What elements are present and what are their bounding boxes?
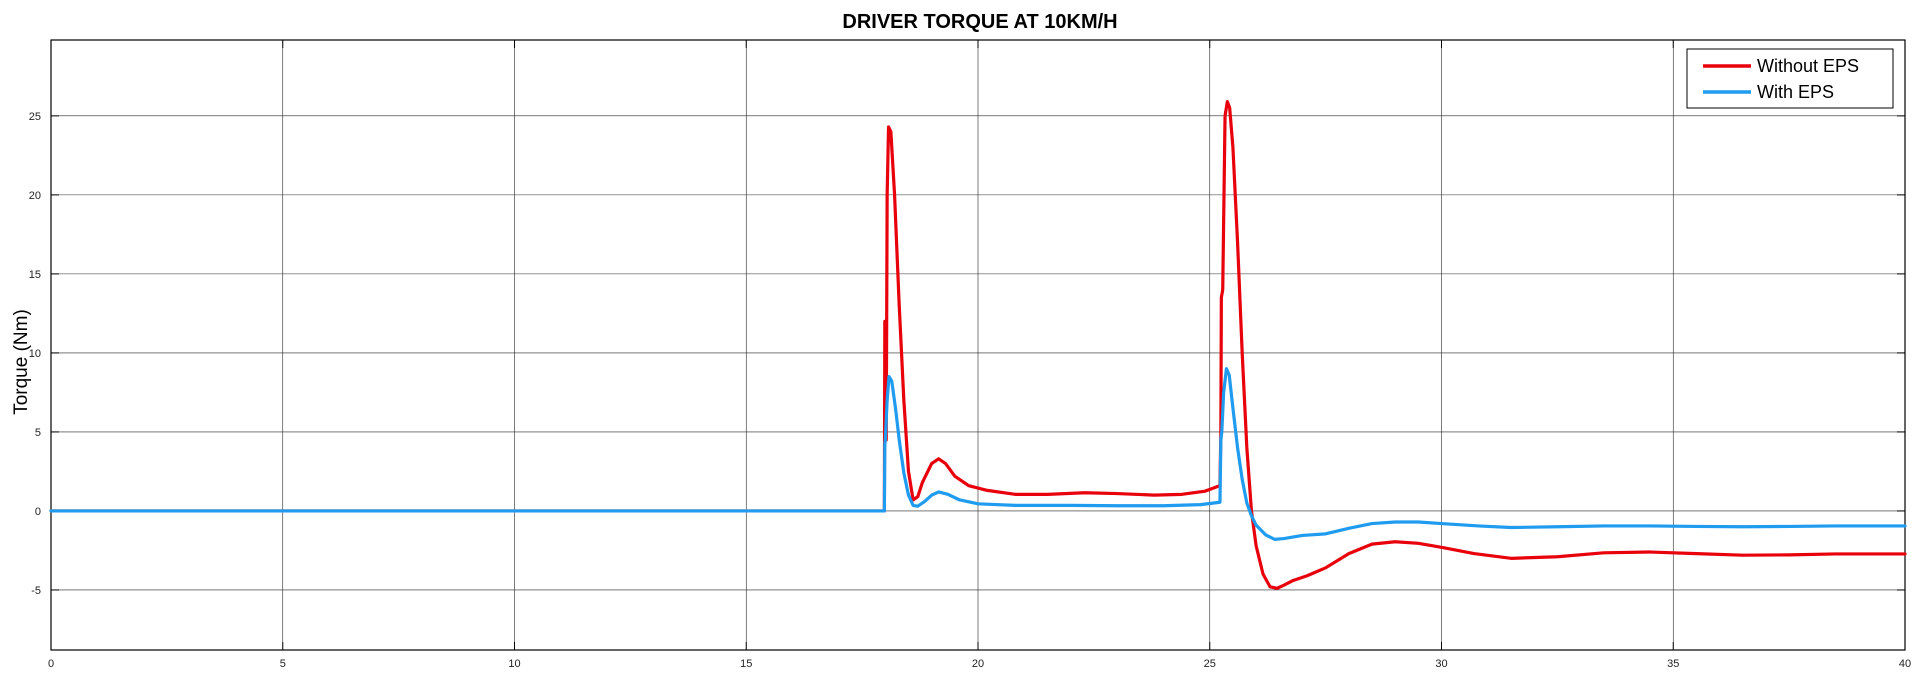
axis-layer: 0 5 10 15 20 25 30 35 40 -5 0 5 10 15 20 25 xyxy=(29,39,1911,670)
x-tick-label: 30 xyxy=(1435,658,1447,670)
y-tick-label: -5 xyxy=(31,585,41,597)
y-tick-label: 20 xyxy=(29,190,41,202)
grid-layer xyxy=(51,40,1905,650)
x-tick-label: 40 xyxy=(1899,658,1911,670)
axes-frame xyxy=(50,39,1906,651)
legend: Without EPS With EPS xyxy=(1686,48,1894,109)
y-tick-label: 5 xyxy=(35,427,41,439)
chart-title: DRIVER TORQUE AT 10KM/H xyxy=(842,11,1117,33)
legend-label-with-eps: With EPS xyxy=(1757,82,1834,102)
y-axis-label: Torque (Nm) xyxy=(11,309,32,415)
series-line-without-eps xyxy=(49,100,1907,590)
x-tick-label: 5 xyxy=(280,658,286,670)
series-layer xyxy=(49,100,1907,590)
x-tick-label: 15 xyxy=(740,658,752,670)
y-tick-label: 10 xyxy=(29,348,41,360)
x-tick-label: 20 xyxy=(972,658,984,670)
legend-label-without-eps: Without EPS xyxy=(1757,56,1859,76)
x-tick-label: 35 xyxy=(1667,658,1679,670)
y-tick-label: 25 xyxy=(29,111,41,123)
x-tick-label: 0 xyxy=(48,658,54,670)
x-tick-label: 25 xyxy=(1204,658,1216,670)
legend-box xyxy=(1686,48,1894,109)
y-tick-label: 15 xyxy=(29,269,41,281)
y-tick-label: 0 xyxy=(35,506,41,518)
series-line-with-eps xyxy=(49,367,1907,541)
x-tick-label: 10 xyxy=(508,658,520,670)
